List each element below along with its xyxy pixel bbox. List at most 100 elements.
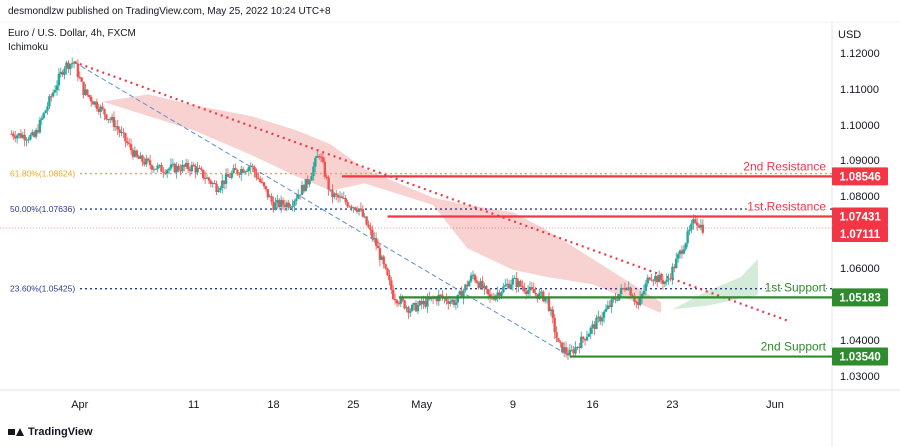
- candle-body: [272, 201, 275, 210]
- candle-body: [23, 134, 26, 141]
- candle-body: [635, 301, 638, 303]
- candle-body: [177, 165, 180, 171]
- candle-body: [97, 108, 100, 112]
- x-tick-label: 16: [587, 399, 599, 411]
- candle-body: [186, 162, 190, 170]
- channel-line[interactable]: [73, 61, 571, 357]
- candle-body: [152, 168, 156, 170]
- candle-body: [576, 346, 579, 348]
- candle-body: [363, 216, 366, 218]
- candle-body: [435, 297, 439, 302]
- candle-body: [344, 198, 347, 203]
- candle-body: [551, 309, 554, 318]
- candle-body: [105, 114, 108, 120]
- candle-body: [183, 164, 186, 167]
- tradingview-branding[interactable]: TradingView: [8, 426, 93, 438]
- candle-body: [614, 298, 617, 300]
- x-tick-label: May: [411, 399, 432, 411]
- x-tick-label: 18: [267, 399, 279, 411]
- level-price-tag[interactable]: 1.08546: [839, 171, 881, 183]
- candle-body: [236, 169, 239, 174]
- candle-body: [665, 279, 668, 282]
- candle-body: [129, 144, 133, 151]
- currency-label: USD: [838, 29, 861, 41]
- symbol-title[interactable]: Euro / U.S. Dollar, 4h, FXCM: [8, 28, 136, 39]
- level-price-tag[interactable]: 1.05183: [839, 292, 881, 304]
- candle-body: [222, 180, 226, 184]
- price-tag-bg: [832, 347, 888, 366]
- candle-body: [274, 202, 277, 210]
- candle-body: [580, 336, 583, 349]
- candle-body: [84, 89, 87, 96]
- candle-body: [350, 206, 353, 209]
- candle-body: [467, 281, 471, 287]
- candle-body: [593, 324, 596, 329]
- candle-body: [486, 289, 490, 295]
- candle-body: [297, 194, 300, 199]
- candle-body: [171, 163, 175, 165]
- candle-body: [38, 119, 42, 133]
- candle-body: [293, 200, 296, 206]
- candle-body: [243, 171, 247, 173]
- candle-body: [240, 169, 243, 175]
- y-tick-label: 1.11000: [840, 84, 879, 96]
- level-price-tag[interactable]: 1.07431: [839, 211, 881, 223]
- candle-body: [312, 166, 315, 177]
- candle-body: [424, 300, 427, 307]
- candle-body: [234, 168, 237, 170]
- candle-body: [164, 172, 167, 174]
- candle-body: [188, 169, 192, 172]
- level-name-label: 2nd Resistance: [743, 159, 826, 173]
- candle-body: [205, 177, 209, 179]
- candle-body: [409, 310, 412, 313]
- indicator-legend-ichimoku[interactable]: Ichimoku: [8, 42, 49, 53]
- candle-body: [283, 204, 287, 208]
- candle-body: [450, 299, 454, 302]
- candle-body: [86, 89, 89, 95]
- candle-body: [325, 176, 328, 178]
- candle-body: [181, 164, 184, 172]
- candle-body: [101, 106, 104, 109]
- candle-body: [314, 157, 317, 167]
- candle-body: [507, 283, 511, 289]
- candle-body: [268, 196, 271, 198]
- candle-body: [479, 280, 482, 288]
- candle-body: [566, 352, 570, 356]
- candle-body: [221, 180, 224, 188]
- candle-body: [543, 297, 547, 302]
- candle-body: [411, 304, 414, 311]
- candle-body: [95, 101, 99, 109]
- candle-body: [502, 286, 505, 293]
- candle-body: [61, 71, 64, 75]
- y-tick-label: 1.10000: [840, 120, 880, 132]
- candle-body: [659, 274, 663, 281]
- y-tick-label: 1.08000: [840, 191, 880, 203]
- level-price-tag[interactable]: 1.03540: [839, 352, 881, 364]
- candle-body: [597, 316, 600, 318]
- candle-body: [13, 136, 17, 139]
- candle-body: [528, 287, 532, 291]
- candle-body: [403, 300, 406, 309]
- candle-body: [141, 155, 144, 163]
- candle-body: [553, 317, 556, 333]
- candle-body: [215, 183, 218, 193]
- candle-body: [623, 288, 627, 290]
- candle-body: [483, 285, 486, 289]
- candle-body: [82, 81, 85, 96]
- candle-body: [323, 161, 327, 177]
- candle-body: [194, 166, 197, 173]
- candle-body: [464, 284, 467, 291]
- descending-trendline[interactable]: [73, 60, 788, 322]
- candle-body: [412, 302, 416, 305]
- x-tick-label: 11: [188, 399, 199, 411]
- candle-body: [302, 185, 306, 192]
- candle-body: [65, 62, 68, 69]
- candle-body: [646, 277, 649, 284]
- current-price-tag[interactable]: 1.07111: [840, 229, 881, 241]
- candle-body: [373, 238, 376, 240]
- candle-body: [145, 158, 148, 165]
- candle-body: [211, 183, 214, 185]
- candle-body: [175, 165, 178, 173]
- candle-body: [591, 324, 594, 328]
